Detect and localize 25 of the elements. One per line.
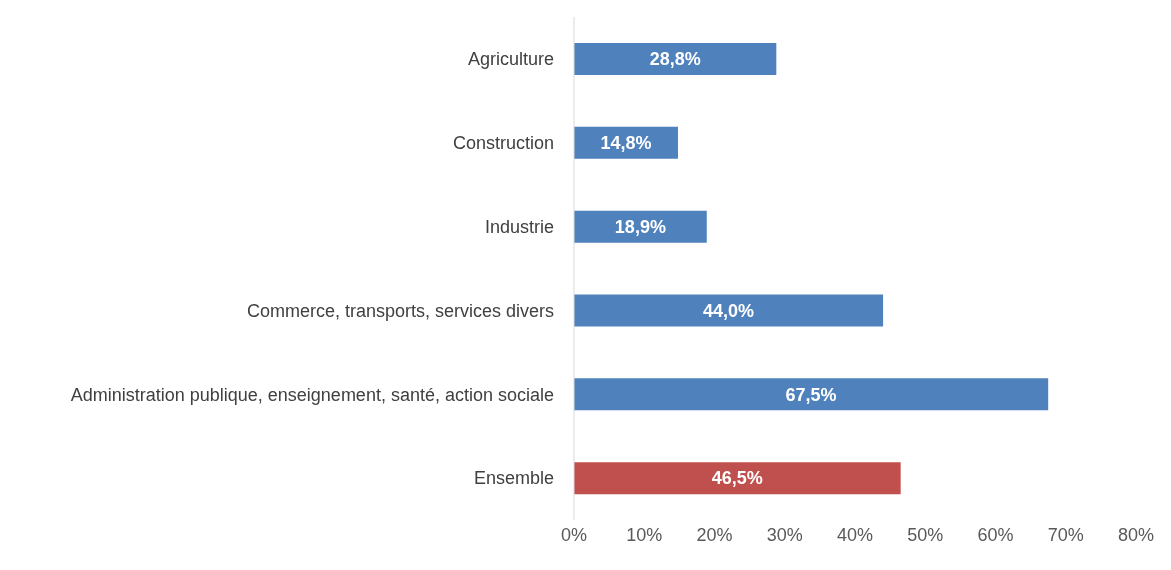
data-label: 18,9% xyxy=(614,216,666,237)
bar xyxy=(574,462,901,495)
data-label: 44,0% xyxy=(703,300,755,321)
y-tick-label: Construction xyxy=(452,133,554,154)
x-tick-label: 30% xyxy=(766,524,803,545)
x-tick-label: 40% xyxy=(836,524,874,545)
y-tick-label: Agriculture xyxy=(467,49,554,70)
y-tick-label: Industrie xyxy=(484,216,554,237)
bar xyxy=(574,294,884,327)
y-tick-label: Commerce, transports, services divers xyxy=(246,300,554,321)
data-label: 46,5% xyxy=(711,468,763,489)
y-tick-label: Ensemble xyxy=(473,468,554,489)
data-label: 67,5% xyxy=(785,384,837,405)
data-label: 14,8% xyxy=(600,133,652,154)
x-tick-label: 10% xyxy=(626,524,663,545)
x-tick-label: 0% xyxy=(560,524,588,545)
bar xyxy=(574,378,1049,411)
data-label: 28,8% xyxy=(649,49,701,70)
bar xyxy=(574,42,777,75)
x-tick-label: 60% xyxy=(977,524,1014,545)
x-tick-label: 50% xyxy=(907,524,944,545)
x-tick-label: 70% xyxy=(1047,524,1084,545)
x-tick-label: 20% xyxy=(696,524,733,545)
x-tick-label: 80% xyxy=(1117,524,1155,545)
y-tick-label: Administration publique, enseignement, santé, action sociale xyxy=(70,384,554,405)
